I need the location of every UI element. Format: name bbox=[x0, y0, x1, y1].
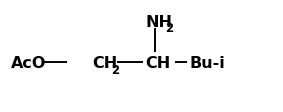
Text: 2: 2 bbox=[111, 64, 119, 76]
Text: AcO: AcO bbox=[11, 55, 47, 70]
Text: CH: CH bbox=[146, 55, 171, 70]
Text: 2: 2 bbox=[165, 22, 173, 35]
Text: CH: CH bbox=[92, 55, 117, 70]
Text: Bu-i: Bu-i bbox=[189, 55, 225, 70]
Text: NH: NH bbox=[146, 15, 173, 30]
